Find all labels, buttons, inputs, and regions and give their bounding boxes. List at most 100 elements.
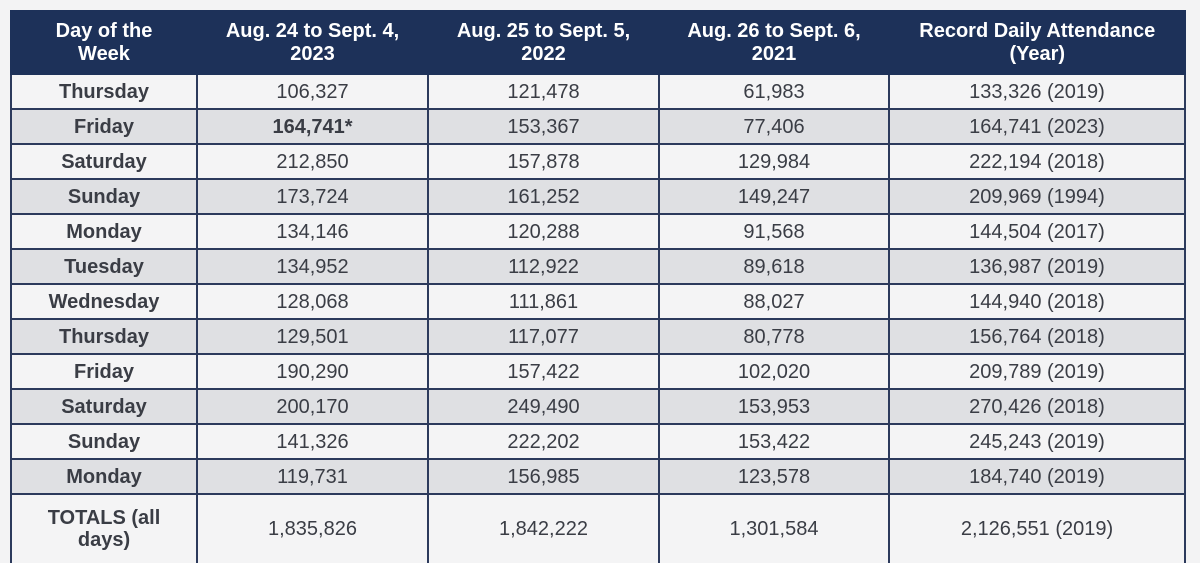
- cell-2022: 157,422: [427, 353, 660, 390]
- attendance-table: Day of the Week Aug. 24 to Sept. 4, 2023 A…: [10, 10, 1186, 563]
- header-day-of-week: Day of the Week: [10, 10, 198, 75]
- header-line: Aug. 24 to Sept. 4,: [225, 19, 400, 42]
- cell-day: Saturday: [10, 143, 198, 180]
- cell-record: 209,789 (2019): [888, 353, 1186, 390]
- cell-2023: 173,724: [196, 178, 429, 215]
- cell-record: 133,326 (2019): [888, 73, 1186, 110]
- header-line: 2021: [751, 42, 797, 65]
- table-row: Sunday 141,326 222,202 153,422 245,243 (…: [10, 423, 1186, 460]
- table-row: Monday 119,731 156,985 123,578 184,740 (…: [10, 458, 1186, 495]
- cell-record: 156,764 (2018): [888, 318, 1186, 355]
- totals-label-line: days): [77, 529, 131, 551]
- cell-record: 245,243 (2019): [888, 423, 1186, 460]
- cell-2021: 153,422: [658, 423, 890, 460]
- cell-day: Monday: [10, 213, 198, 250]
- header-line: 2023: [290, 42, 335, 65]
- cell-2022: 111,861: [427, 283, 660, 320]
- cell-2021: 149,247: [658, 178, 890, 215]
- cell-2022: 112,922: [427, 248, 660, 285]
- cell-2021: 61,983: [658, 73, 890, 110]
- header-2021: Aug. 26 to Sept. 6, 2021: [658, 10, 890, 75]
- table-row: Saturday 212,850 157,878 129,984 222,194…: [10, 143, 1186, 180]
- cell-2021: 89,618: [658, 248, 890, 285]
- table-row: Wednesday 128,068 111,861 88,027 144,940…: [10, 283, 1186, 320]
- attendance-table-container: Day of the Week Aug. 24 to Sept. 4, 2023 A…: [10, 10, 1186, 563]
- cell-2023: 190,290: [196, 353, 429, 390]
- cell-2022: 121,478: [427, 73, 660, 110]
- cell-2023: 141,326: [196, 423, 429, 460]
- cell-day: Friday: [10, 108, 198, 145]
- cell-2023: 212,850: [196, 143, 429, 180]
- cell-2023: 134,952: [196, 248, 429, 285]
- header-row: Day of the Week Aug. 24 to Sept. 4, 2023 A…: [10, 10, 1186, 75]
- header-line: 2022: [521, 42, 566, 65]
- table-row: Friday 164,741* 153,367 77,406 164,741 (…: [10, 108, 1186, 145]
- cell-2021: 80,778: [658, 318, 890, 355]
- header-line: Record Daily Attendance: [919, 19, 1156, 42]
- cell-2023: 129,501: [196, 318, 429, 355]
- table-row: Thursday 129,501 117,077 80,778 156,764 …: [10, 318, 1186, 355]
- table-body: Thursday 106,327 121,478 61,983 133,326 …: [10, 73, 1186, 563]
- cell-record: 144,504 (2017): [888, 213, 1186, 250]
- cell-2021: 123,578: [658, 458, 890, 495]
- cell-day: Friday: [10, 353, 198, 390]
- cell-record: 222,194 (2018): [888, 143, 1186, 180]
- header-2023: Aug. 24 to Sept. 4, 2023: [196, 10, 429, 75]
- cell-day: Thursday: [10, 318, 198, 355]
- cell-2021: 88,027: [658, 283, 890, 320]
- cell-total-2023: 1,835,826: [196, 493, 429, 563]
- table-row: Thursday 106,327 121,478 61,983 133,326 …: [10, 73, 1186, 110]
- cell-2022: 156,985: [427, 458, 660, 495]
- totals-label-line: TOTALS (all: [47, 507, 161, 529]
- cell-2023: 200,170: [196, 388, 429, 425]
- cell-day: Tuesday: [10, 248, 198, 285]
- cell-2022: 222,202: [427, 423, 660, 460]
- cell-day: Monday: [10, 458, 198, 495]
- table-row: Friday 190,290 157,422 102,020 209,789 (…: [10, 353, 1186, 390]
- cell-2022: 161,252: [427, 178, 660, 215]
- cell-record: 164,741 (2023): [888, 108, 1186, 145]
- cell-2023: 134,146: [196, 213, 429, 250]
- cell-2021: 77,406: [658, 108, 890, 145]
- cell-record: 270,426 (2018): [888, 388, 1186, 425]
- cell-2023: 106,327: [196, 73, 429, 110]
- cell-day: Thursday: [10, 73, 198, 110]
- cell-record: 136,987 (2019): [888, 248, 1186, 285]
- cell-2022: 120,288: [427, 213, 660, 250]
- table-row: Saturday 200,170 249,490 153,953 270,426…: [10, 388, 1186, 425]
- cell-record: 209,969 (1994): [888, 178, 1186, 215]
- cell-2021: 153,953: [658, 388, 890, 425]
- header-line: Week: [78, 42, 130, 65]
- totals-row: TOTALS (all days) 1,835,826 1,842,222 1,3…: [10, 493, 1186, 563]
- header-2022: Aug. 25 to Sept. 5, 2022: [427, 10, 660, 75]
- header-line: Aug. 26 to Sept. 6,: [687, 19, 861, 42]
- header-line: (Year): [1009, 42, 1066, 65]
- cell-2022: 249,490: [427, 388, 660, 425]
- cell-2022: 157,878: [427, 143, 660, 180]
- cell-2023-record-highlight: 164,741*: [196, 108, 429, 145]
- cell-2021: 91,568: [658, 213, 890, 250]
- table-row: Sunday 173,724 161,252 149,247 209,969 (…: [10, 178, 1186, 215]
- cell-2023: 119,731: [196, 458, 429, 495]
- cell-2022: 117,077: [427, 318, 660, 355]
- header-line: Day of the: [55, 19, 153, 42]
- cell-2022: 153,367: [427, 108, 660, 145]
- cell-totals-label: TOTALS (all days): [10, 493, 198, 563]
- cell-record: 144,940 (2018): [888, 283, 1186, 320]
- table-row: Tuesday 134,952 112,922 89,618 136,987 (…: [10, 248, 1186, 285]
- header-record: Record Daily Attendance (Year): [888, 10, 1186, 75]
- cell-2021: 129,984: [658, 143, 890, 180]
- cell-total-2021: 1,301,584: [658, 493, 890, 563]
- table-row: Monday 134,146 120,288 91,568 144,504 (2…: [10, 213, 1186, 250]
- cell-2023: 128,068: [196, 283, 429, 320]
- table-header: Day of the Week Aug. 24 to Sept. 4, 2023 A…: [10, 10, 1186, 75]
- cell-record: 184,740 (2019): [888, 458, 1186, 495]
- header-line: Aug. 25 to Sept. 5,: [456, 19, 631, 42]
- cell-day: Saturday: [10, 388, 198, 425]
- cell-day: Wednesday: [10, 283, 198, 320]
- cell-2021: 102,020: [658, 353, 890, 390]
- cell-total-2022: 1,842,222: [427, 493, 660, 563]
- cell-day: Sunday: [10, 423, 198, 460]
- cell-day: Sunday: [10, 178, 198, 215]
- cell-total-record: 2,126,551 (2019): [888, 493, 1186, 563]
